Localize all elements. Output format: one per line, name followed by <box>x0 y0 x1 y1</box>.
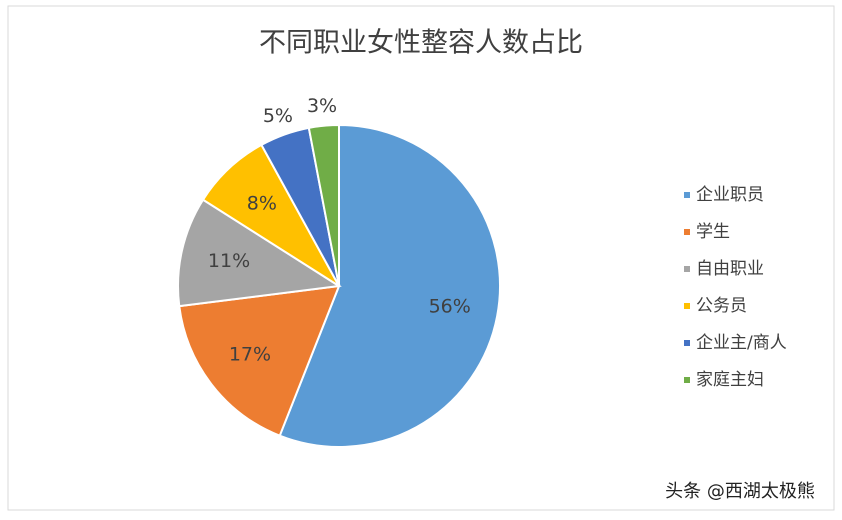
legend-swatch <box>684 229 690 235</box>
pie-slice <box>307 123 340 287</box>
legend-swatch <box>684 303 690 309</box>
legend-swatch <box>684 340 690 346</box>
legend-label: 自由职业 <box>696 259 764 279</box>
legend-label: 企业职员 <box>696 185 764 205</box>
pie-slice <box>278 123 501 448</box>
data-label: 3% <box>307 95 337 117</box>
data-label: 17% <box>229 344 271 366</box>
legend-label: 企业主/商人 <box>696 333 787 353</box>
legend-swatch <box>684 266 690 272</box>
data-label: 5% <box>263 105 293 127</box>
data-label: 56% <box>429 296 471 318</box>
data-label: 8% <box>247 192 277 214</box>
legend-swatch <box>684 192 690 198</box>
pie-slice <box>178 284 341 437</box>
legend-label: 家庭主妇 <box>696 370 764 390</box>
legend-label: 公务员 <box>696 296 747 316</box>
chart-title: 不同职业女性整容人数占比 <box>259 28 583 59</box>
legend-label: 学生 <box>696 222 730 242</box>
legend-swatch <box>684 377 690 383</box>
watermark: 头条 @西湖太极熊 <box>665 481 815 502</box>
data-label: 11% <box>208 250 250 272</box>
pie-slice <box>177 198 342 308</box>
